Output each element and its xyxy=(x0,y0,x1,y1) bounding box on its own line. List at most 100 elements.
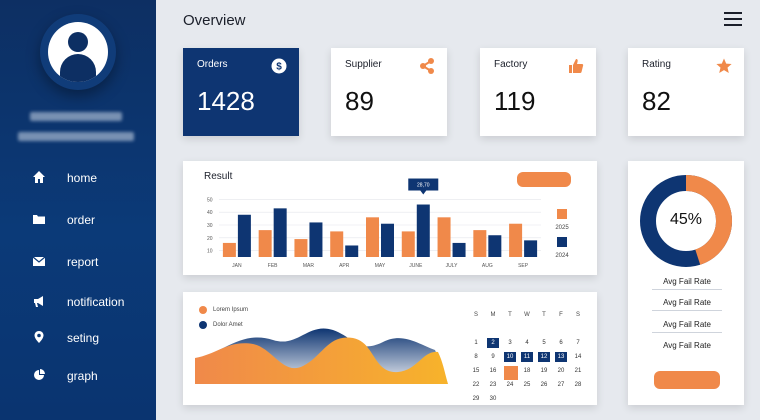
tooltip-pointer xyxy=(420,190,427,195)
x-tick-label: MAR xyxy=(303,263,315,269)
stat-value: 119 xyxy=(494,86,536,116)
legend-label: Lorem Ipsum xyxy=(213,307,249,313)
calendar-day[interactable]: 29 xyxy=(472,396,480,402)
sidebar-item-label: report xyxy=(67,255,99,269)
calendar-day-header: S xyxy=(473,312,478,318)
fail-rate-item: Avg Fail Rate xyxy=(663,341,711,350)
stat-value: 82 xyxy=(642,86,671,116)
bar-2024-july xyxy=(452,242,466,257)
calendar-day[interactable]: 6 xyxy=(559,340,563,346)
legend-dot-navy xyxy=(199,321,207,329)
sidebar-item-notification[interactable]: notification xyxy=(0,286,156,316)
sidebar-item-order[interactable]: order xyxy=(0,204,156,234)
calendar-day[interactable]: 16 xyxy=(489,368,497,374)
stat-card-factory[interactable]: Factory 119 xyxy=(480,48,596,136)
stat-card-orders[interactable]: Orders $ 1428 xyxy=(183,48,299,136)
calendar-day[interactable]: 2 xyxy=(487,338,499,348)
calendar-day[interactable]: 13 xyxy=(555,352,567,362)
calendar-day[interactable]: 7 xyxy=(576,340,580,346)
bar-2025-june xyxy=(401,231,415,257)
calendar-day[interactable]: 4 xyxy=(525,340,529,346)
bar-2025-aug xyxy=(473,230,487,257)
sidebar-item-home[interactable]: home xyxy=(0,162,156,192)
legend-label-2024: 2024 xyxy=(555,253,569,259)
stat-label: Factory xyxy=(494,59,528,70)
calendar-day[interactable]: 1 xyxy=(474,340,478,346)
blurred-username xyxy=(30,112,122,121)
tooltip-text: 28,70 xyxy=(417,183,430,189)
sidebar-item-graph[interactable]: graph xyxy=(0,360,156,390)
sidebar-item-report[interactable]: report xyxy=(0,246,156,276)
legend-label-2025: 2025 xyxy=(555,225,569,231)
legend-item-dolor: Dolor Amet xyxy=(199,321,243,329)
x-tick-label: FEB xyxy=(268,263,278,269)
bar-2025-feb xyxy=(258,230,272,257)
calendar-day[interactable]: 30 xyxy=(489,396,497,402)
bar-2025-apr xyxy=(330,231,344,257)
calendar-day[interactable]: 3 xyxy=(508,340,512,346)
avatar[interactable] xyxy=(40,14,116,90)
calendar-day[interactable]: 8 xyxy=(474,354,478,360)
x-tick-label: APR xyxy=(339,263,350,269)
calendar-day[interactable]: 15 xyxy=(472,368,480,374)
bar-2025-july xyxy=(437,217,451,257)
fail-rate-donut-chart xyxy=(640,175,732,267)
calendar-day[interactable]: 20 xyxy=(557,368,565,374)
calendar-day[interactable]: 24 xyxy=(506,382,514,388)
stat-card-rating[interactable]: Rating 82 xyxy=(628,48,744,136)
calendar-day[interactable]: 5 xyxy=(542,340,546,346)
sidebar-item-label: notification xyxy=(67,295,125,309)
thumbs-up-icon xyxy=(569,59,584,73)
stat-value: 1428 xyxy=(197,86,255,116)
home-icon xyxy=(33,171,45,183)
stat-label: Orders xyxy=(197,59,228,70)
donut-percentage-label: 45% xyxy=(669,211,703,228)
folder-icon xyxy=(33,215,45,224)
y-tick-label: 20 xyxy=(207,236,213,242)
x-tick-label: JAN xyxy=(232,263,242,269)
fail-rate-item: Avg Fail Rate xyxy=(652,298,722,311)
calendar-day[interactable]: 19 xyxy=(540,368,548,374)
tooltip-box xyxy=(408,178,439,191)
calendar-day[interactable]: 28 xyxy=(574,382,582,388)
star-icon xyxy=(716,58,732,73)
stat-value: 89 xyxy=(345,86,374,116)
legend-swatch-2024 xyxy=(557,237,567,247)
fail-rate-item: Avg Fail Rate xyxy=(652,277,722,290)
calendar-day[interactable]: 26 xyxy=(540,382,548,388)
area-series-lorem xyxy=(195,337,448,384)
fail-rate-item: Avg Fail Rate xyxy=(652,320,722,333)
share-icon xyxy=(420,58,434,74)
legend-dot-orange xyxy=(199,306,207,314)
calendar-day[interactable]: 25 xyxy=(523,382,531,388)
bar-2024-sep xyxy=(524,240,538,257)
bar-2024-feb xyxy=(273,208,287,257)
area-chart-card: Lorem Ipsum Dolor Amet xyxy=(183,292,597,405)
bar-2024-jan xyxy=(237,214,251,257)
hamburger-menu-icon[interactable] xyxy=(724,12,742,28)
calendar-day[interactable]: 21 xyxy=(574,368,582,374)
pie-chart-icon xyxy=(34,369,45,380)
calendar-day[interactable]: 27 xyxy=(557,382,565,388)
sidebar-item-seting[interactable]: seting xyxy=(0,322,156,352)
stat-card-supplier[interactable]: Supplier 89 xyxy=(331,48,447,136)
bar-2024-may xyxy=(381,223,394,257)
calendar-day[interactable]: 12 xyxy=(538,352,550,362)
bar-2025-sep xyxy=(509,223,523,257)
calendar-day[interactable]: 9 xyxy=(491,354,495,360)
calendar-highlight-block[interactable] xyxy=(504,366,518,380)
legend-label: Dolor Amet xyxy=(213,322,243,328)
calendar-day[interactable]: 10 xyxy=(504,352,516,362)
calendar-day[interactable]: 23 xyxy=(489,382,497,388)
stat-label: Supplier xyxy=(345,59,382,70)
result-bar-chart: 10 20 30 40 50 JAN FEB MAR APR MAY JUNE JULY AUG SEP 2… xyxy=(207,178,569,269)
result-action-button[interactable] xyxy=(517,172,571,187)
calendar-day[interactable]: 14 xyxy=(574,354,582,360)
result-chart-card: Result 10 20 30 40 50 JAN FEB MAR APR MAY JUNE JULY… xyxy=(183,161,597,275)
calendar-day[interactable]: 22 xyxy=(472,382,480,388)
calendar-day[interactable]: 11 xyxy=(521,352,533,362)
y-tick-label: 50 xyxy=(207,197,213,203)
x-tick-label: MAY xyxy=(375,263,386,269)
calendar-day[interactable]: 18 xyxy=(523,368,531,374)
fail-rate-action-button[interactable] xyxy=(654,371,720,389)
